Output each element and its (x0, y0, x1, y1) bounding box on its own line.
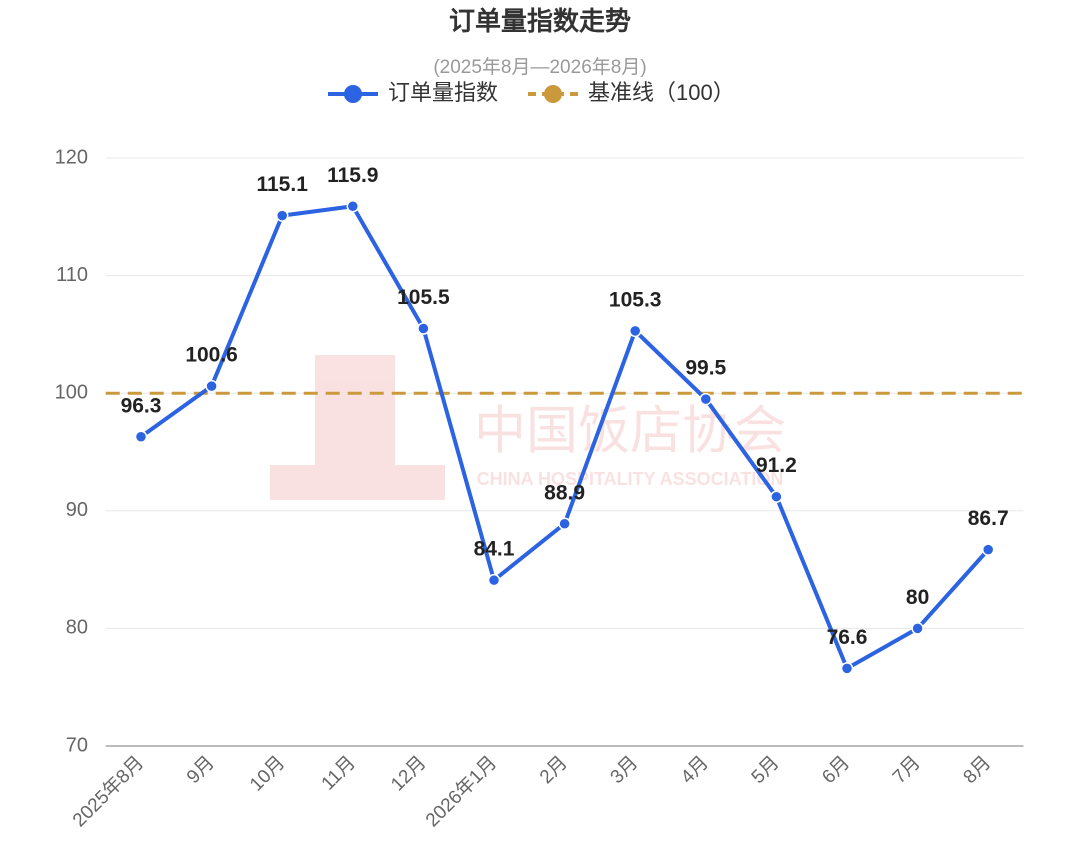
data-label: 100.6 (185, 344, 238, 367)
data-point (699, 392, 713, 406)
x-tick-label: 3月 (607, 752, 643, 788)
chart-title: 订单量指数走势 (449, 6, 631, 36)
data-point (346, 199, 360, 213)
data-point (134, 430, 148, 443)
x-tick-label: 12月 (387, 752, 430, 795)
y-tick-label: 100 (55, 381, 88, 403)
data-label: 105.3 (609, 288, 662, 311)
watermark-text: 中国饭店协会 (474, 402, 786, 462)
chart-subtitle: (2025年8月—2026年8月) (433, 56, 646, 78)
data-label: 84.1 (474, 538, 515, 561)
x-tick-label: 8月 (960, 752, 996, 788)
watermark-text: CHINA HOSPITALITY ASSOCIATION (477, 469, 784, 489)
legend-label: 订单量指数 (388, 80, 498, 105)
data-label: 80 (906, 586, 929, 609)
x-tick-label: 7月 (889, 752, 925, 788)
data-label: 99.5 (685, 357, 726, 380)
data-point (770, 490, 783, 503)
y-tick-label: 110 (56, 264, 88, 286)
data-label: 88.9 (544, 481, 585, 504)
y-tick-label: 120 (55, 146, 88, 168)
x-tick-label: 6月 (818, 752, 854, 788)
x-tick-label: 10月 (246, 752, 289, 795)
x-tick-label: 2025年8月 (68, 752, 148, 832)
data-point (205, 379, 218, 393)
data-label: 105.5 (397, 286, 450, 309)
data-label: 86.7 (968, 507, 1009, 530)
watermark: 中国饭店协会 CHINA HOSPITALITY ASSOCIATION (270, 355, 786, 500)
y-tick-label: 80 (66, 617, 88, 639)
data-point (628, 324, 642, 338)
x-tick-label: 9月 (183, 752, 219, 788)
y-tick-label: 70 (66, 734, 88, 756)
data-label: 115.1 (256, 173, 308, 196)
watermark-logo (315, 355, 395, 465)
watermark-logo (270, 465, 445, 500)
legend: 订单量指数 基准线（100） (328, 80, 735, 105)
legend-marker (344, 85, 362, 103)
data-label: 76.6 (827, 626, 868, 649)
x-tick-label: 5月 (748, 752, 784, 788)
data-point (487, 573, 501, 587)
legend-marker (544, 85, 562, 103)
x-tick-label: 2026年1月 (421, 752, 501, 832)
data-label: 96.3 (121, 394, 162, 417)
data-point (981, 543, 995, 556)
data-point (911, 622, 924, 635)
x-tick-label: 2月 (536, 752, 572, 788)
x-tick-label: 4月 (677, 752, 713, 788)
data-point (840, 662, 854, 675)
legend-label: 基准线（100） (588, 80, 735, 105)
data-point (417, 322, 430, 335)
data-point (558, 517, 571, 530)
data-point (275, 209, 289, 222)
data-label: 115.9 (327, 164, 378, 187)
x-tick-label: 11月 (318, 752, 360, 794)
data-label: 91.2 (756, 454, 797, 477)
y-tick-label: 90 (66, 499, 88, 521)
